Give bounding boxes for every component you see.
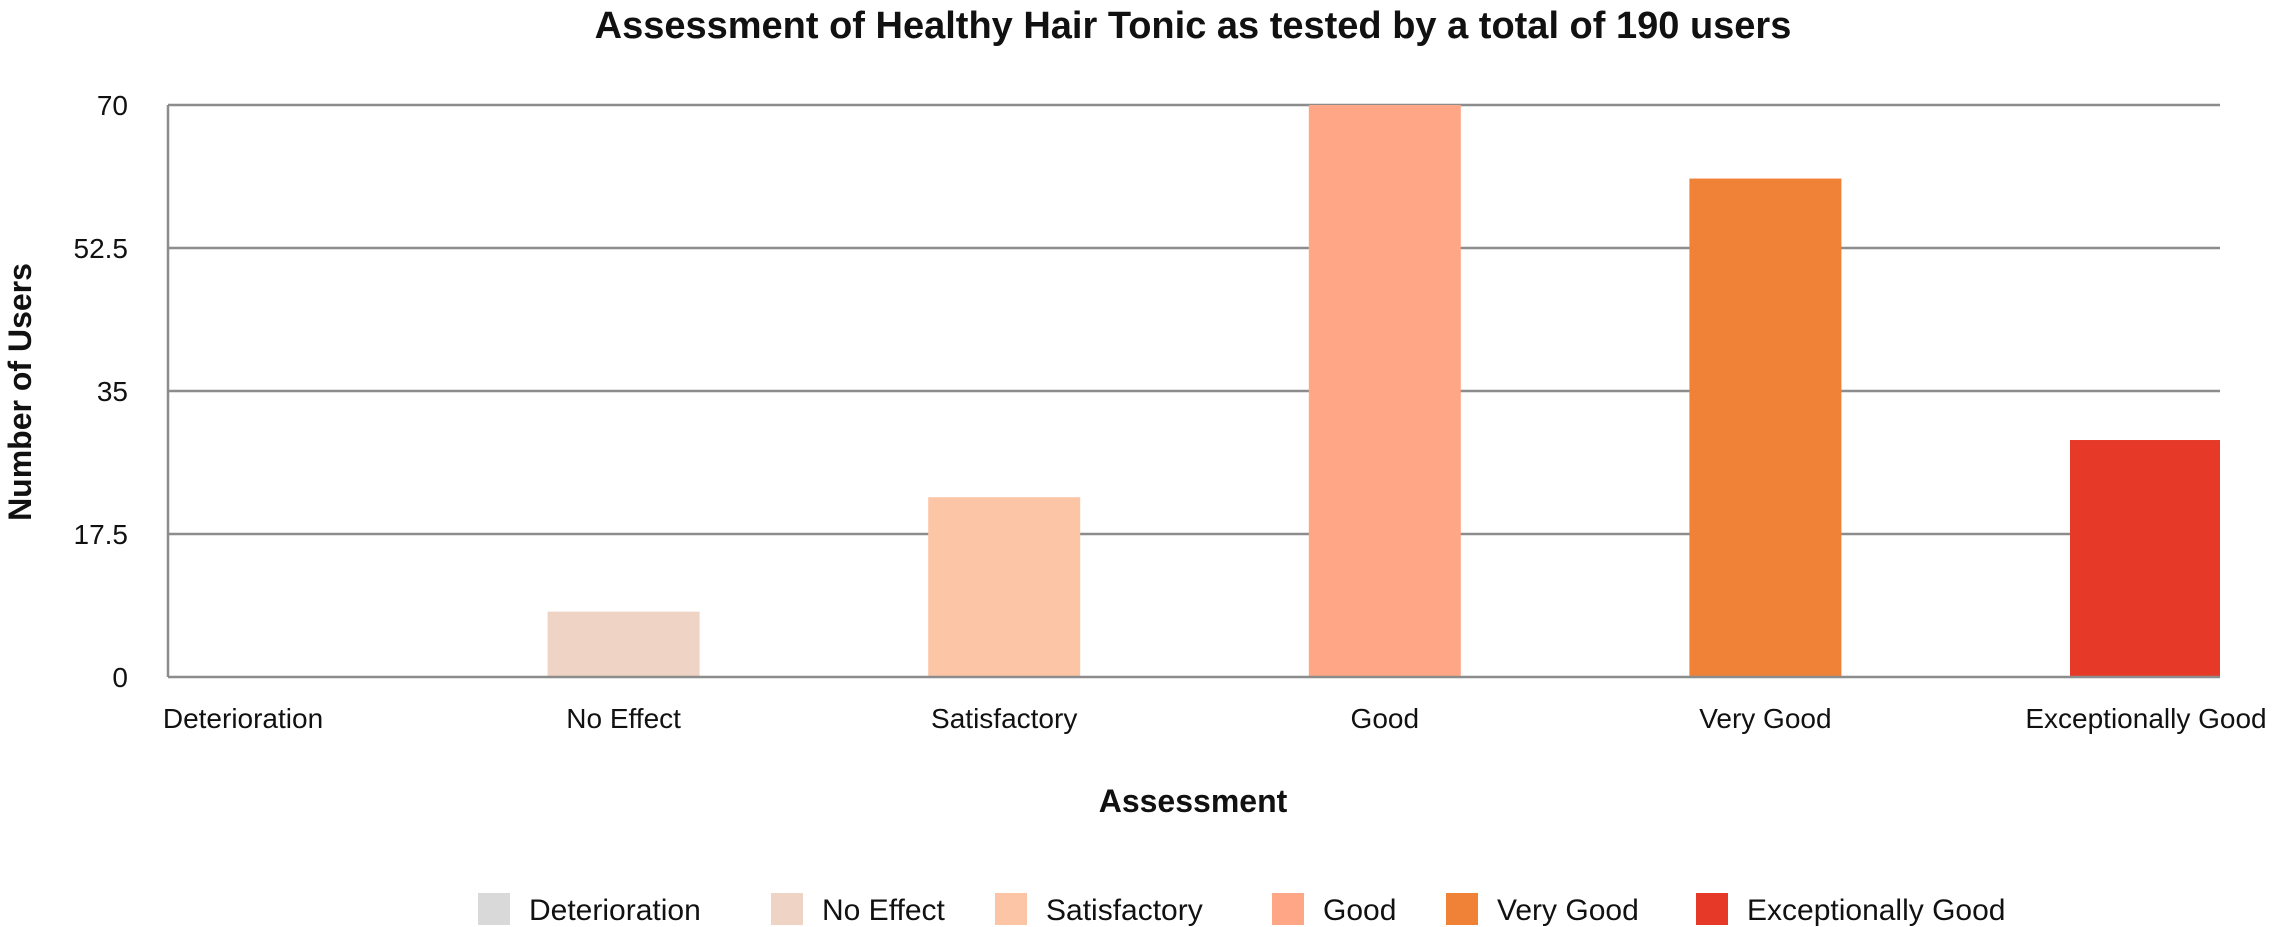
x-tick-label: Good (1351, 703, 1420, 734)
x-tick-label: Deterioration (163, 703, 323, 734)
x-tick-label: Very Good (1699, 703, 1831, 734)
legend-swatch (1272, 893, 1304, 925)
legend-label: Good (1323, 894, 1396, 927)
chart-title: Assessment of Healthy Hair Tonic as test… (595, 5, 1792, 47)
y-tick-label: 70 (97, 90, 128, 121)
y-axis-label: Number of Users (2, 263, 38, 521)
legend-swatch (995, 893, 1027, 925)
y-tick-label: 35 (97, 376, 128, 407)
bar (1308, 105, 1461, 677)
bar (2070, 440, 2220, 677)
legend-swatch (1696, 893, 1728, 925)
bars (547, 105, 2220, 678)
x-tick-labels: Deterioration No Effect Satisfactory Good Ve… (163, 703, 2267, 734)
y-tick-label: 0 (112, 662, 128, 693)
axes (166, 105, 2220, 679)
legend-label: Satisfactory (1046, 894, 1203, 927)
legend-label: No Effect (822, 894, 946, 927)
x-tick-label: Exceptionally Good (2025, 703, 2266, 734)
y-tick-label: 17.5 (74, 519, 129, 550)
legend-swatch (1446, 893, 1478, 925)
bar (1689, 178, 1842, 678)
gridlines (168, 103, 2220, 536)
legend: Deterioration No Effect Satisfactory Good Ve… (478, 893, 2006, 927)
legend-label: Deterioration (529, 894, 701, 927)
bar (928, 497, 1081, 677)
y-tick-label: 52.5 (74, 233, 129, 264)
x-tick-label: Satisfactory (931, 703, 1077, 734)
bar (547, 611, 700, 677)
legend-label: Exceptionally Good (1747, 894, 2006, 927)
legend-label: Very Good (1497, 894, 1639, 927)
legend-swatch (771, 893, 803, 925)
x-axis-label: Assessment (1099, 783, 1288, 819)
legend-swatch (478, 893, 510, 925)
x-tick-label: No Effect (566, 703, 681, 734)
y-tick-labels: 0 17.5 35 52.5 70 (74, 90, 129, 693)
